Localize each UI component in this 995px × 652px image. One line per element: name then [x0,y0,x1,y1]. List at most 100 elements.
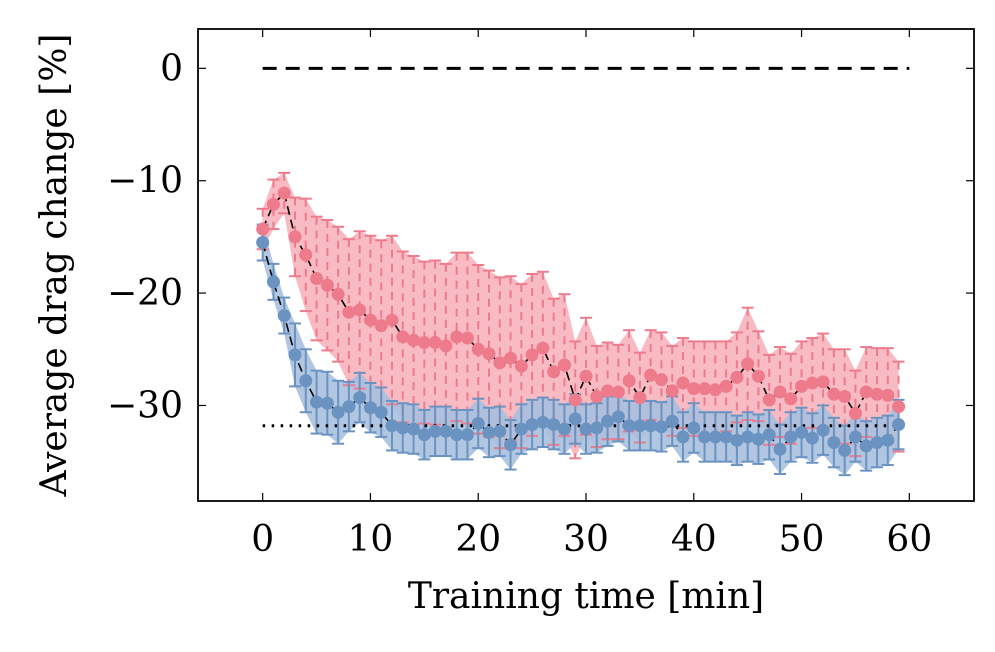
data-point [773,385,787,399]
y-tick-label: −20 [107,273,183,314]
data-point [460,331,474,345]
data-point [676,430,690,444]
data-point [277,309,291,323]
data-point [773,442,787,456]
x-tick-label: 0 [251,519,274,560]
data-point [730,370,744,384]
data-point [568,393,582,407]
data-point [848,430,862,444]
data-point [504,438,518,452]
data-point [385,419,399,433]
data-point [892,400,906,414]
data-point [288,348,302,362]
data-point [331,405,345,419]
data-point [493,356,507,370]
data-point [827,387,841,401]
data-point [762,393,776,407]
data-point [870,436,884,450]
data-point [622,419,636,433]
data-point [708,430,722,444]
data-point [374,319,388,333]
data-point [353,391,367,405]
series-line-1 [261,191,900,415]
data-point [407,422,421,436]
data-point [751,432,765,446]
data-point [331,287,345,301]
data-point [816,423,830,437]
data-point [751,369,765,383]
data-point [439,424,453,438]
data-point [827,436,841,450]
data-point [654,420,668,434]
data-point [644,419,658,433]
data-point [687,382,701,396]
data-point [708,383,722,397]
data-point [601,384,615,398]
data-point [460,428,474,442]
data-point [859,385,873,399]
data-point [654,373,668,387]
data-point [310,271,324,285]
data-point [471,416,485,430]
data-point [504,351,518,365]
data-point [568,412,582,426]
data-point [870,387,884,401]
data-point [536,341,550,355]
data-point [838,443,852,457]
x-tick-label: 60 [886,519,932,560]
data-point [299,248,313,262]
data-point [805,376,819,390]
data-point [784,430,798,444]
data-point [741,430,755,444]
data-point [320,278,334,292]
data-point [676,376,690,390]
data-point [547,365,561,379]
data-point [374,405,388,419]
data-point [805,431,819,445]
data-point [633,419,647,433]
y-axis-label: Average drag change [%] [34,34,75,498]
data-point [417,428,431,442]
y-tick-label: 0 [160,48,183,89]
x-tick-label: 50 [779,519,825,560]
data-point [353,303,367,317]
data-point [385,313,399,327]
data-point [310,395,324,409]
data-point [881,388,895,402]
data-point [450,428,464,442]
data-point [601,414,615,428]
x-tick-label: 10 [348,519,394,560]
uncertainty-band-2 [262,224,899,476]
data-point [525,418,539,432]
data-point [762,428,776,442]
uncertainty-band-1 [262,172,899,459]
data-point [471,342,485,356]
data-point [547,418,561,432]
data-point [288,230,302,244]
data-point [417,336,431,350]
data-point [428,336,442,350]
data-point [266,197,280,211]
data-point [633,391,647,405]
data-point [665,384,679,398]
data-point [892,418,906,432]
data-point [622,374,636,388]
data-point [256,236,270,250]
data-point [482,425,496,439]
data-point [795,425,809,439]
data-point [514,359,528,373]
data-point [579,422,593,436]
data-point [342,400,356,414]
data-point [687,421,701,435]
x-tick-label: 20 [455,519,501,560]
data-point [482,347,496,361]
data-point [428,424,442,438]
x-tick-label: 30 [563,519,609,560]
data-point [795,379,809,393]
data-point [741,357,755,371]
data-point [838,389,852,403]
data-point [698,430,712,444]
data-point [439,339,453,353]
data-point [450,330,464,344]
